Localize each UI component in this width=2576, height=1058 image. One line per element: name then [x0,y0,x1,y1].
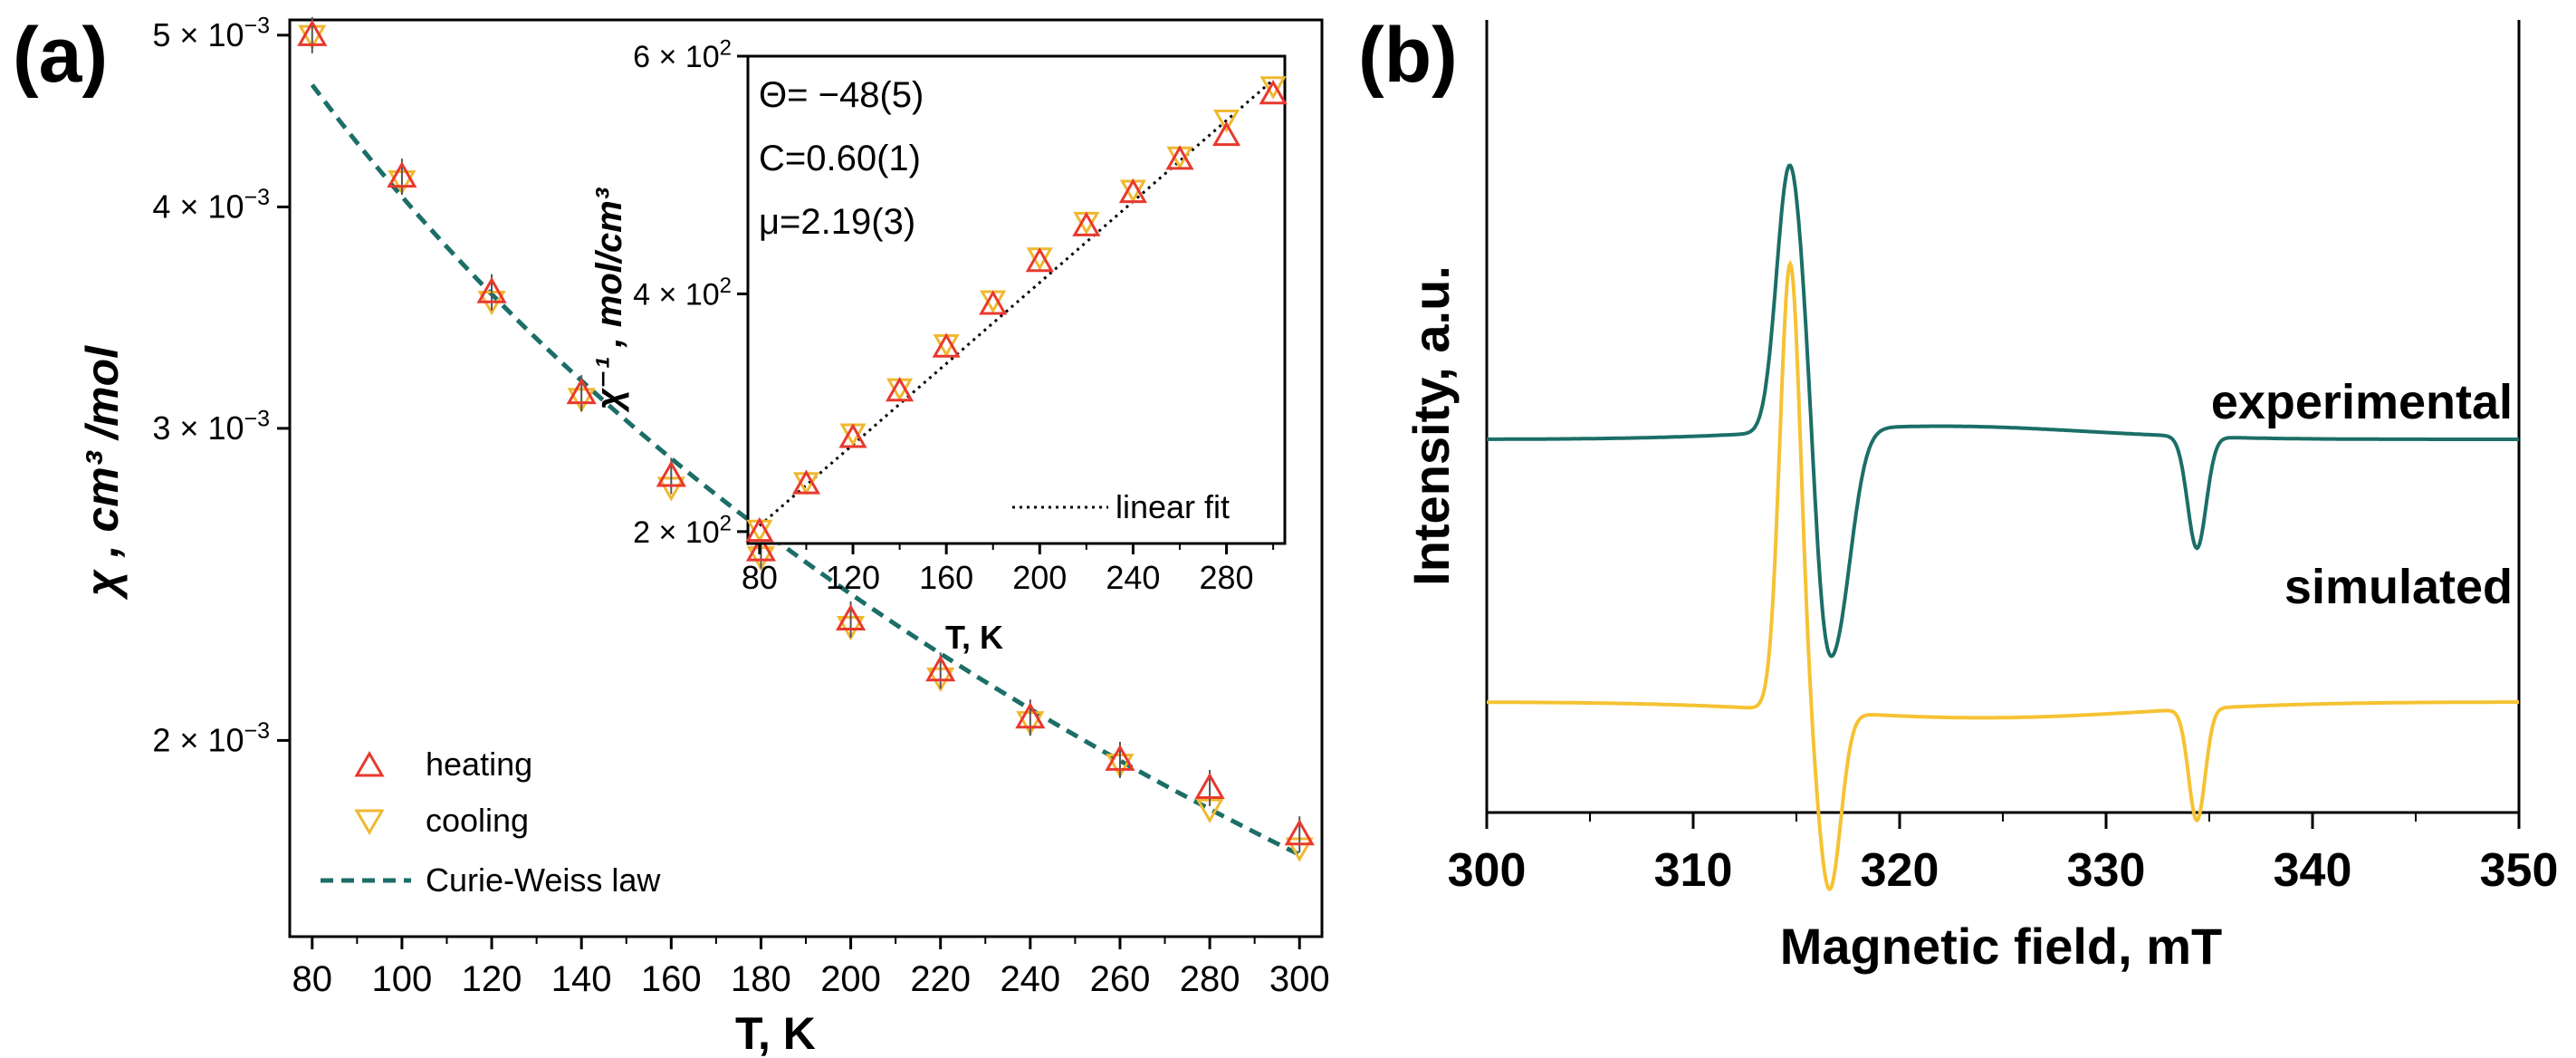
panel-a-legend: heating cooling Curie-Weiss law [321,745,661,899]
inset-ylabel: χ⁻¹ , mol/cm³ [589,187,629,413]
panel-a-label: (a) [13,12,108,99]
inset-heating-point [932,332,961,358]
heating-point [1284,819,1315,846]
heating-point [745,534,777,562]
panel-b-label: (b) [1358,12,1458,99]
inset-heating-point [1025,246,1054,273]
curve-label-simulated: simulated [2284,560,2513,614]
inset-annotation-mu: μ=2.19(3) [759,202,915,242]
b-xtick-label: 340 [2274,844,2352,897]
panel-a-chart: 80 100 120 140 160 180 200 220 240 260 280 300 5 × … [77,13,1330,1058]
inset-ytick-label: 6 × 102 [633,35,732,74]
inset-heating-point [979,290,1008,315]
b-xtick-label: 310 [1654,844,1733,897]
inset-heating-point [838,423,867,448]
a-ytick-label: 5 × 10−3 [152,13,270,53]
inset-heating-point [745,516,774,543]
a-xtick-label: 100 [372,959,433,999]
a-ytick-label: 4 × 10−3 [152,185,270,225]
a-ytick-label: 3 × 10−3 [152,406,270,446]
a-xtick-label: 160 [641,959,702,999]
panel-b-ylabel: Intensity, a.u. [1403,265,1460,586]
heating-point [835,603,867,631]
b-xtick-label: 300 [1448,844,1527,897]
panel-b-xlabel: Magnetic field, mT [1780,918,2223,975]
a-xtick-label: 300 [1269,959,1330,999]
curve-label-experimental: experimental [2211,375,2513,429]
inset-xtick-label: 160 [919,559,973,596]
heating-point [297,19,328,46]
a-xtick-label: 180 [731,959,791,999]
legend-cooling-marker [354,809,385,835]
heating-point [476,276,507,303]
simulated-spectrum [1487,259,2519,892]
legend-heating-marker [354,751,385,777]
legend-heating-label: heating [426,745,532,783]
inset-legend-fit-label: linear fit [1116,488,1230,525]
b-xtick-label: 330 [2067,844,2146,897]
heating-point [566,378,597,405]
legend-cooling-label: cooling [426,802,529,839]
a-xtick-label: 260 [1090,959,1151,999]
heating-point [656,460,686,487]
inset-cooling-point [1212,110,1240,133]
inset-xtick-label: 120 [826,559,880,596]
panel-a-xlabel: T, K [735,1008,816,1058]
heating-point [1105,744,1135,771]
inset-xtick-label: 240 [1106,559,1160,596]
panel-a-ylabel: χ , cm³ /mol [77,345,128,601]
inset-frame [746,54,1287,545]
inset-heating-point [1259,79,1288,105]
inset-ytick-label: 2 × 102 [633,511,732,550]
a-xtick-label: 80 [292,959,333,999]
legend-curie-weiss-label: Curie-Weiss law [426,861,661,899]
inset-annotation-c: C=0.60(1) [759,139,921,178]
inset-ytick-label: 4 × 102 [633,274,732,313]
a-xtick-label: 140 [551,959,612,999]
inset-xlabel: T, K [945,619,1003,656]
heating-point [387,161,417,188]
inset-heating-point [886,377,915,402]
panel-b-chart: 300 310 320 330 340 350 Magnetic field, mT In… [1403,20,2558,975]
heating-point [925,655,956,682]
curie-weiss-curve [310,83,1301,857]
inset-heating-point [791,469,821,495]
inset-annotation-theta: Θ= −48(5) [759,75,924,115]
inset-heating-point [1118,178,1147,204]
b-xtick-label: 320 [1861,844,1939,897]
inset-heating-point [1165,145,1194,170]
inset-heating-point [1072,211,1101,236]
heating-point [1015,702,1046,729]
inset-cooling-point [1259,76,1287,100]
inset-xtick-label: 80 [742,559,778,596]
a-xtick-label: 200 [820,959,881,999]
a-xtick-label: 280 [1180,959,1240,999]
a-xtick-label: 120 [462,959,522,999]
a-xtick-label: 240 [1000,959,1060,999]
heating-point [1194,772,1225,799]
inset-heating-point [1211,120,1241,147]
experimental-spectrum [1487,163,2519,659]
a-ytick-label: 2 × 10−3 [152,718,270,758]
a-xtick-label: 220 [910,959,971,999]
b-xtick-label: 350 [2480,844,2559,897]
inset-xtick-label: 280 [1200,559,1254,596]
inset-xtick-label: 200 [1012,559,1067,596]
